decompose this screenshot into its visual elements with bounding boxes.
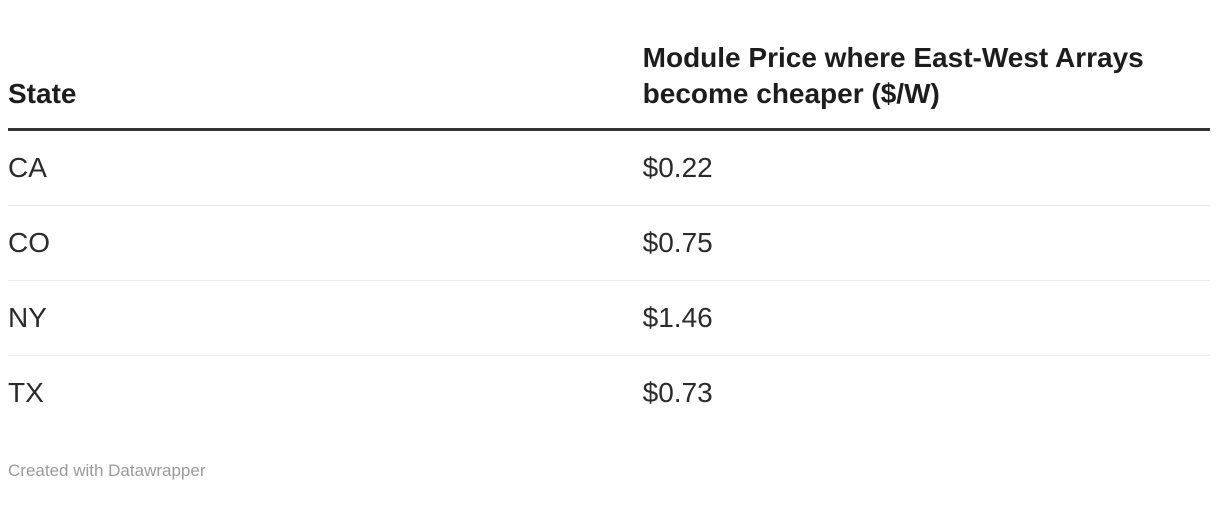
table-row: TX $0.73 — [8, 356, 1210, 431]
price-cell: $0.22 — [642, 129, 1210, 206]
table-row: CO $0.75 — [8, 205, 1210, 281]
table-row: CA $0.22 — [8, 129, 1210, 206]
table-row: NY $1.46 — [8, 280, 1210, 356]
datawrapper-credit-link[interactable]: Created with Datawrapper — [8, 461, 206, 480]
header-row: State Module Price where East-West Array… — [8, 0, 1210, 131]
chart-footer: Created with Datawrapper — [8, 460, 1210, 482]
state-cell: CO — [8, 205, 643, 281]
price-cell: $1.46 — [642, 280, 1210, 356]
state-cell: CA — [8, 129, 643, 206]
price-cell: $0.75 — [642, 205, 1210, 281]
data-table: State Module Price where East-West Array… — [8, 0, 1210, 430]
price-cell: $0.73 — [642, 377, 713, 408]
column-header-state: State — [8, 0, 643, 131]
state-cell: TX — [8, 377, 44, 408]
state-cell: NY — [8, 280, 643, 356]
column-header-module-price: Module Price where East-West Arrays beco… — [642, 0, 1210, 131]
